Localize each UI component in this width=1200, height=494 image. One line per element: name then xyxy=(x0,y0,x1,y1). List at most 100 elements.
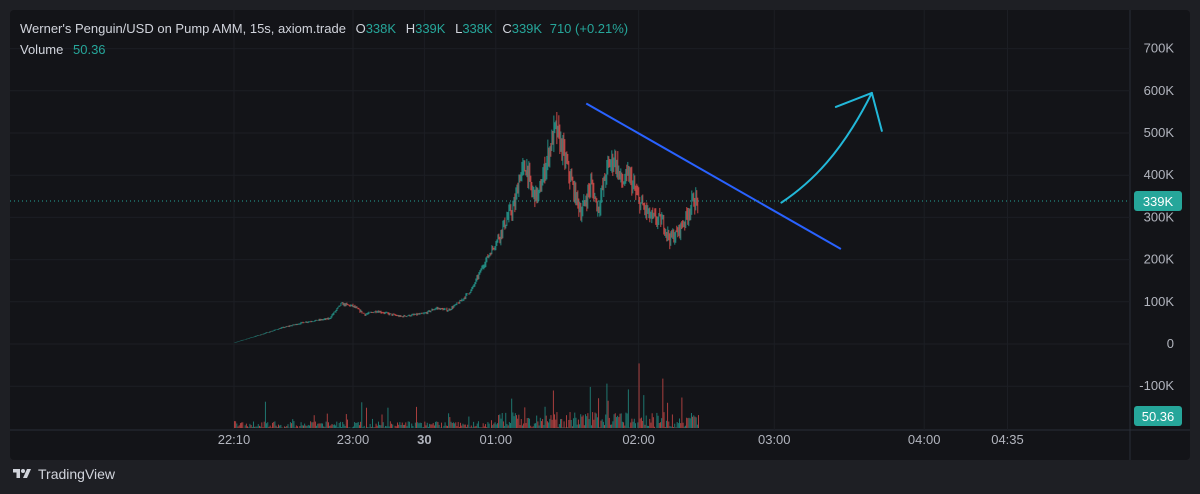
volume-bar xyxy=(264,401,266,428)
volume-bar xyxy=(429,423,431,428)
volume-bar xyxy=(237,426,239,428)
volume-bar xyxy=(477,421,479,428)
volume-bar xyxy=(412,425,414,428)
volume-tag xyxy=(1134,406,1182,426)
volume-bar xyxy=(320,423,322,428)
volume-bar xyxy=(599,427,601,428)
volume-bar xyxy=(362,427,364,428)
chart-panel[interactable]: 700K 600K 500K 400K 300K 200K 100K 0 -100K 22:10… xyxy=(10,10,1190,460)
volume-bar xyxy=(318,423,320,428)
volume-bar xyxy=(561,418,563,428)
volume-bar xyxy=(461,425,463,428)
volume-label[interactable]: Volume xyxy=(20,42,64,57)
volume-bar xyxy=(526,418,528,428)
volume-bar xyxy=(543,425,545,428)
x-tick-label: 01:00 xyxy=(480,432,513,447)
volume-bar xyxy=(292,419,294,428)
symbol-title[interactable]: Werner's Penguin/USD on Pump AMM, 15s, a… xyxy=(20,21,346,36)
volume-bar xyxy=(406,426,408,428)
volume-bar xyxy=(441,422,442,428)
brand-name[interactable]: TradingView xyxy=(38,466,116,482)
volume-bar xyxy=(487,422,489,428)
volume-bar xyxy=(260,426,262,428)
volume-bar xyxy=(255,426,257,428)
volume-bar xyxy=(470,425,472,428)
volume-bar xyxy=(532,426,534,428)
volume-bar xyxy=(675,427,677,428)
volume-bar xyxy=(457,422,459,428)
volume-bar xyxy=(468,416,470,428)
volume-bar xyxy=(681,397,683,428)
volume-bar xyxy=(275,425,277,428)
volume-bar xyxy=(363,425,365,428)
volume-bar xyxy=(287,424,289,428)
volume-bar xyxy=(649,418,651,428)
y-tick-label: 200K xyxy=(1144,252,1175,267)
volume-bar xyxy=(642,420,644,428)
y-tick-label: 100K xyxy=(1144,294,1175,309)
volume-bar xyxy=(486,427,488,428)
volume-bar xyxy=(483,426,485,428)
volume-bar xyxy=(349,427,351,428)
volume-bar xyxy=(621,421,623,428)
volume-bar xyxy=(673,427,675,428)
volume-bar xyxy=(444,422,446,428)
volume-bar xyxy=(323,426,325,428)
volume-bar xyxy=(377,421,379,428)
volume-bar xyxy=(381,414,383,428)
volume-bar xyxy=(244,425,246,428)
volume-bar xyxy=(248,427,250,428)
volume-bar xyxy=(624,425,626,428)
volume-bar xyxy=(694,416,696,428)
volume-bar xyxy=(698,415,699,428)
volume-bar xyxy=(545,415,547,428)
volume-bar xyxy=(506,423,508,428)
tradingview-logo-icon[interactable] xyxy=(12,467,32,481)
volume-bar xyxy=(256,426,258,428)
volume-bar xyxy=(408,421,410,428)
volume-bar xyxy=(575,417,577,428)
volume-bar xyxy=(654,426,655,428)
volume-bar xyxy=(433,425,435,428)
volume-bar xyxy=(333,424,335,428)
volume-bar xyxy=(451,422,453,428)
last-price-tag xyxy=(1134,190,1182,211)
x-tick-label: 30 xyxy=(417,432,431,447)
volume-bar xyxy=(310,421,312,428)
volume-bar xyxy=(328,422,329,428)
volume-bar xyxy=(297,426,298,428)
volume-bar xyxy=(567,427,569,428)
volume-bar xyxy=(516,415,517,428)
volume-bar xyxy=(369,423,371,428)
volume-bar xyxy=(562,427,564,428)
volume-bar xyxy=(279,425,281,428)
volume-bar xyxy=(272,422,273,428)
volume-bar xyxy=(380,425,382,428)
volume-bar xyxy=(614,413,616,428)
volume-bar xyxy=(267,422,269,428)
volume-bar xyxy=(236,423,238,428)
volume-bar xyxy=(283,426,285,428)
volume-bar xyxy=(242,422,244,428)
volume-bar xyxy=(386,426,388,428)
volume-bar xyxy=(518,414,520,428)
volume-bar xyxy=(397,422,398,428)
volume-bar xyxy=(665,420,667,428)
volume-bar xyxy=(400,424,402,428)
footer: TradingView xyxy=(12,462,115,486)
volume-bar xyxy=(577,419,579,428)
volume-bar xyxy=(573,418,575,428)
volume-bar xyxy=(432,423,434,428)
volume-bars xyxy=(234,363,699,428)
volume-bar xyxy=(273,421,275,428)
volume-bar xyxy=(404,424,406,428)
volume-bar xyxy=(241,422,243,428)
volume-bar xyxy=(618,417,620,428)
price-chart[interactable]: 700K 600K 500K 400K 300K 200K 100K 0 -100K 22:10… xyxy=(10,10,1190,460)
x-tick-label: 04:35 xyxy=(991,432,1024,447)
volume-bar xyxy=(447,425,448,428)
volume-bar xyxy=(304,423,306,428)
volume-bar xyxy=(508,422,510,428)
volume-bar xyxy=(492,425,494,428)
volume-bar xyxy=(571,426,573,428)
